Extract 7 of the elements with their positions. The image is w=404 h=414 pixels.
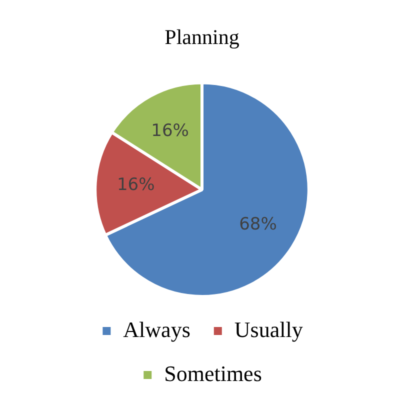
legend-label: Always [123,316,190,342]
legend-label: Sometimes [164,360,262,386]
legend-label: Usually [234,316,303,342]
data-label: 16% [116,174,155,195]
chart-title: Planning [164,25,240,50]
data-label: 16% [151,120,189,141]
data-label: 68% [239,214,277,235]
